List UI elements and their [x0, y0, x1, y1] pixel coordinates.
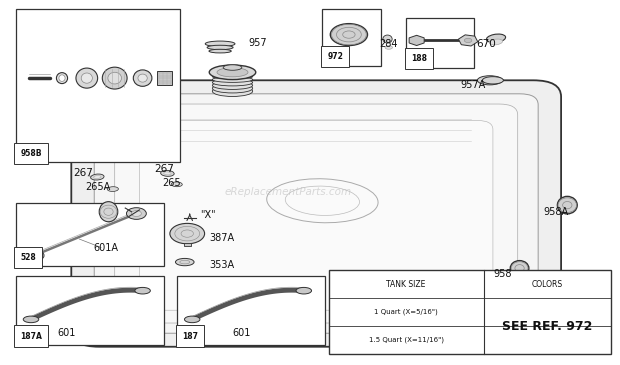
Ellipse shape — [557, 196, 577, 214]
Ellipse shape — [94, 176, 101, 178]
Text: 957A: 957A — [460, 80, 485, 90]
Ellipse shape — [59, 75, 65, 81]
Text: 528: 528 — [20, 253, 36, 262]
Text: COLORS: COLORS — [532, 280, 563, 289]
Ellipse shape — [99, 201, 118, 222]
Ellipse shape — [108, 72, 122, 84]
Ellipse shape — [210, 65, 255, 80]
Text: 187A: 187A — [20, 331, 42, 341]
Ellipse shape — [24, 316, 38, 323]
Text: 267: 267 — [154, 164, 174, 174]
Ellipse shape — [482, 77, 503, 84]
Ellipse shape — [205, 41, 235, 47]
Text: 265A: 265A — [86, 182, 111, 192]
Bar — [184, 243, 191, 246]
Ellipse shape — [107, 187, 118, 192]
Text: SEE REF. 972: SEE REF. 972 — [502, 320, 593, 333]
FancyBboxPatch shape — [94, 94, 538, 333]
Text: 267: 267 — [73, 168, 93, 178]
Ellipse shape — [510, 261, 529, 276]
Text: 958: 958 — [493, 269, 512, 280]
Bar — [177, 276, 326, 345]
Text: TANK SIZE: TANK SIZE — [386, 280, 426, 289]
Circle shape — [131, 211, 141, 216]
Text: 601A: 601A — [93, 243, 118, 253]
Ellipse shape — [171, 182, 182, 187]
Text: 187: 187 — [182, 331, 198, 341]
Ellipse shape — [489, 39, 503, 45]
Text: 601: 601 — [232, 328, 251, 338]
Circle shape — [170, 223, 205, 244]
Ellipse shape — [175, 258, 194, 266]
Bar — [322, 9, 381, 66]
Text: 670: 670 — [476, 39, 496, 49]
Text: 188: 188 — [411, 54, 427, 63]
Ellipse shape — [133, 70, 152, 86]
Ellipse shape — [487, 34, 505, 43]
Text: 284: 284 — [379, 39, 398, 49]
Text: 601: 601 — [57, 328, 76, 338]
Circle shape — [464, 38, 472, 43]
FancyBboxPatch shape — [115, 104, 518, 323]
Circle shape — [24, 250, 44, 261]
Ellipse shape — [161, 170, 174, 176]
Text: "X": "X" — [200, 210, 215, 220]
Text: 958A: 958A — [544, 207, 569, 218]
Bar — [16, 203, 164, 266]
FancyBboxPatch shape — [140, 120, 493, 310]
Text: eReplacementParts.com: eReplacementParts.com — [224, 187, 352, 197]
Bar — [157, 71, 172, 85]
Text: 957: 957 — [248, 38, 267, 48]
Ellipse shape — [385, 46, 392, 49]
Ellipse shape — [212, 86, 253, 96]
Ellipse shape — [56, 73, 68, 84]
Text: 1.5 Quart (X=11/16"): 1.5 Quart (X=11/16") — [369, 337, 444, 343]
Text: 265: 265 — [162, 177, 181, 188]
Circle shape — [29, 253, 39, 258]
Text: 958B: 958B — [20, 149, 42, 158]
Text: 972: 972 — [327, 52, 343, 61]
Text: 353A: 353A — [209, 260, 234, 270]
Ellipse shape — [102, 67, 127, 89]
Ellipse shape — [91, 174, 104, 180]
Ellipse shape — [212, 81, 253, 89]
Ellipse shape — [76, 68, 98, 88]
Text: 387A: 387A — [210, 233, 235, 243]
Ellipse shape — [296, 287, 312, 294]
Bar — [16, 276, 164, 345]
Ellipse shape — [138, 74, 148, 82]
Ellipse shape — [223, 65, 242, 70]
Ellipse shape — [212, 77, 253, 82]
Bar — [329, 270, 611, 354]
Circle shape — [126, 208, 146, 219]
Bar — [16, 9, 180, 162]
Ellipse shape — [212, 79, 253, 86]
Ellipse shape — [217, 68, 248, 77]
Ellipse shape — [383, 35, 392, 43]
Ellipse shape — [185, 316, 200, 323]
Text: 1 Quart (X=5/16"): 1 Quart (X=5/16") — [374, 309, 438, 315]
Ellipse shape — [209, 49, 231, 53]
FancyBboxPatch shape — [71, 80, 561, 347]
Ellipse shape — [477, 76, 502, 85]
Ellipse shape — [164, 172, 171, 175]
Ellipse shape — [135, 287, 150, 294]
Ellipse shape — [212, 74, 253, 79]
Ellipse shape — [212, 84, 253, 93]
Circle shape — [330, 24, 368, 46]
Ellipse shape — [81, 73, 92, 83]
Ellipse shape — [207, 45, 233, 50]
Bar — [406, 18, 474, 68]
